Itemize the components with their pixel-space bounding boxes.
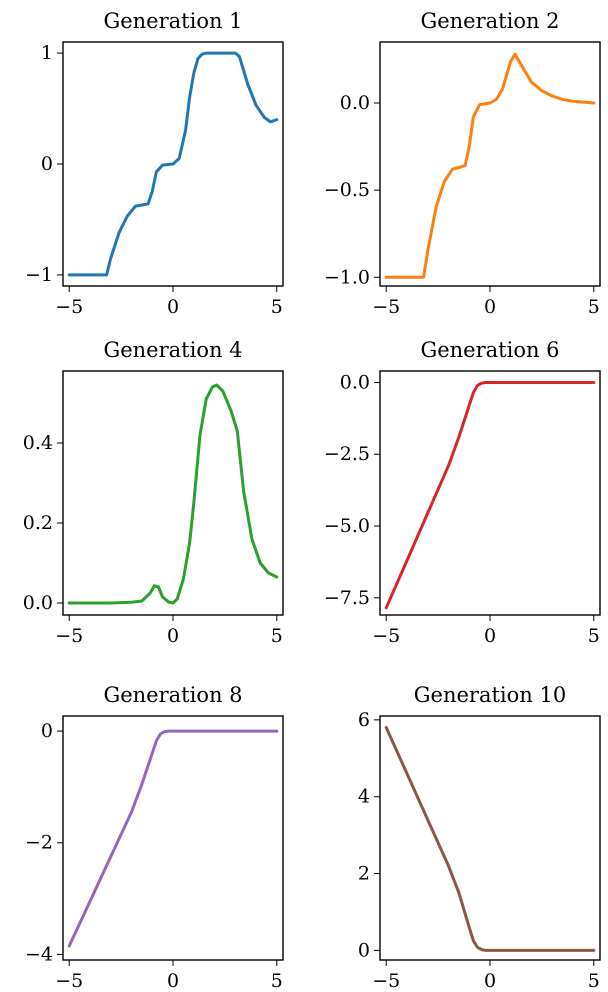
y-tick-label: 0.2 xyxy=(23,512,53,534)
subplot-title: Generation 10 xyxy=(414,683,566,707)
plot-frame xyxy=(379,41,601,287)
plot-frame xyxy=(62,715,284,961)
x-tick-label: −5 xyxy=(55,296,83,318)
y-tick-label: −4 xyxy=(25,943,53,965)
x-tick-label: −5 xyxy=(55,625,83,647)
x-tick-label: 0 xyxy=(484,296,496,318)
y-tick-label: −2.5 xyxy=(324,443,370,465)
y-tick-label: 0.0 xyxy=(340,371,370,393)
x-tick-label: 0 xyxy=(167,625,179,647)
plot-frame xyxy=(379,715,601,961)
subplot-title: Generation 4 xyxy=(103,338,242,362)
x-tick-label: −5 xyxy=(372,625,400,647)
subplot-3: Generation 4 −5 0 5 0.0 0.2 0.4 xyxy=(23,338,284,647)
series-line xyxy=(384,52,596,279)
subplot-1: Generation 1 −5 0 5 −1 0 1 xyxy=(25,9,284,318)
series-line xyxy=(67,729,279,948)
series-line xyxy=(384,381,596,610)
y-tick-label: 0 xyxy=(41,720,53,742)
y-tick-label: 1 xyxy=(41,42,53,64)
y-tick-label: 2 xyxy=(358,863,370,885)
x-tick-label: 5 xyxy=(588,296,600,318)
x-tick-label: 0 xyxy=(484,625,496,647)
x-tick-label: 0 xyxy=(484,970,496,992)
x-tick-label: 5 xyxy=(271,970,283,992)
plot-frame xyxy=(379,370,601,616)
y-tick-label: −7.5 xyxy=(324,587,370,609)
x-tick-label: 0 xyxy=(167,970,179,992)
x-tick-label: −5 xyxy=(372,970,400,992)
x-tick-label: 5 xyxy=(271,296,283,318)
subplot-title: Generation 6 xyxy=(420,338,559,362)
y-tick-label: −1 xyxy=(25,264,53,286)
subplot-title: Generation 1 xyxy=(103,9,242,33)
series-line xyxy=(384,726,596,952)
subplot-2: Generation 2 −5 0 5 −1.0 −0.5 0.0 xyxy=(324,9,601,318)
subplot-5: Generation 8 −5 0 5 0 −2 −4 xyxy=(25,683,284,992)
x-tick-label: 5 xyxy=(588,970,600,992)
x-tick-label: −5 xyxy=(372,296,400,318)
x-tick-label: 5 xyxy=(271,625,283,647)
subplot-title: Generation 2 xyxy=(420,9,559,33)
subplot-4: Generation 6 −5 0 5 0.0 −2.5 −5.0 −7.5 xyxy=(324,338,601,647)
y-tick-label: 0 xyxy=(358,939,370,961)
y-tick-label: −0.5 xyxy=(324,179,370,201)
x-tick-label: −5 xyxy=(55,970,83,992)
y-tick-label: 0 xyxy=(41,153,53,175)
plot-frame xyxy=(62,370,284,616)
x-tick-label: 5 xyxy=(588,625,600,647)
y-tick-label: 0.0 xyxy=(340,92,370,114)
y-tick-label: 0.0 xyxy=(23,592,53,614)
y-tick-label: −2 xyxy=(25,832,53,854)
y-tick-label: 0.4 xyxy=(23,432,53,454)
y-tick-label: 4 xyxy=(358,786,370,808)
y-tick-label: −1.0 xyxy=(324,266,370,288)
series-line xyxy=(67,51,279,277)
subplot-title: Generation 8 xyxy=(103,683,242,707)
x-tick-label: 0 xyxy=(167,296,179,318)
y-tick-label: 6 xyxy=(358,709,370,731)
series-line xyxy=(67,383,279,605)
y-tick-label: −5.0 xyxy=(324,515,370,537)
